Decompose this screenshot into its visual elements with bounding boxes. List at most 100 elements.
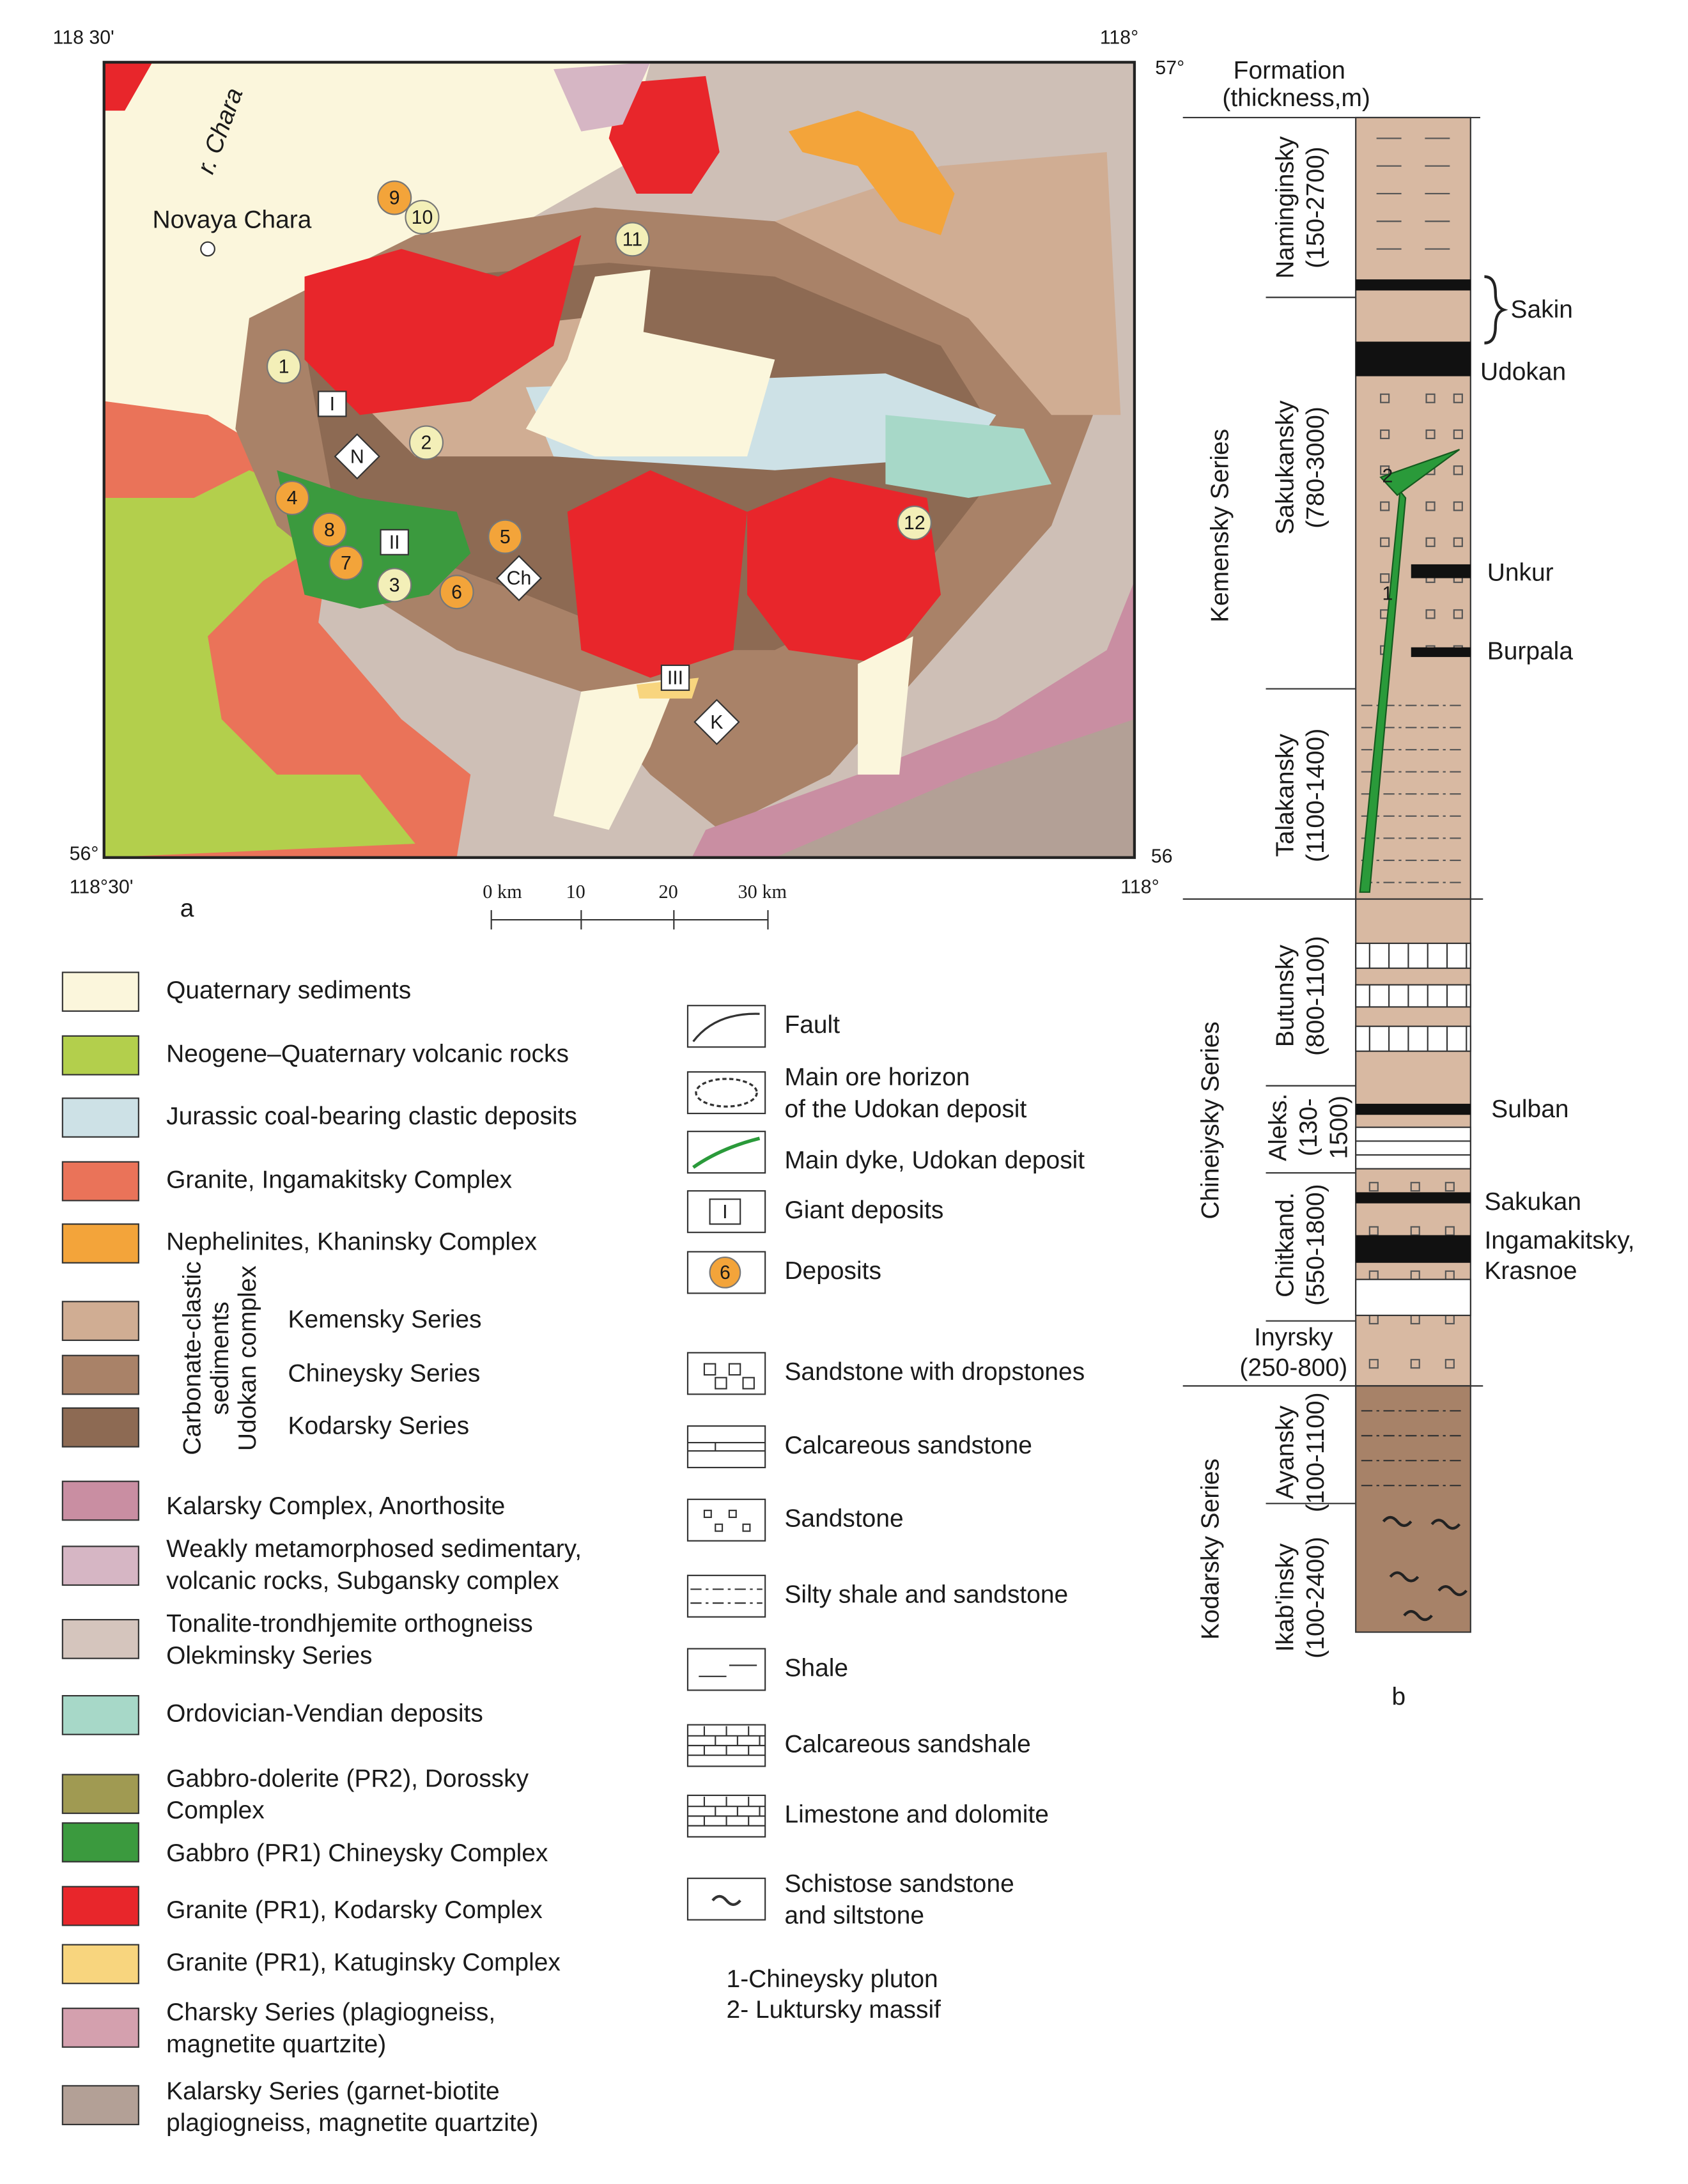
deposit-marker: [377, 180, 412, 215]
legend-swatch: [61, 1035, 139, 1076]
symbol-pattern: [728, 1363, 741, 1376]
column-header: (thickness,m): [1222, 84, 1370, 112]
column-pattern: [1355, 1278, 1471, 1317]
symbol-pattern: [715, 1377, 727, 1390]
legend-swatch: [61, 1944, 139, 1985]
series-label: Chineiysky Series: [1196, 1021, 1224, 1219]
legend-text: Gabbro (PR1) Chineysky Complex: [166, 1839, 548, 1867]
deposit-marker: [488, 519, 523, 554]
column-pattern: [1425, 501, 1436, 511]
column-pattern: [1453, 465, 1463, 476]
symbol-text: Main dyke, Udokan deposit: [784, 1147, 1085, 1174]
locality-label: K: [710, 712, 723, 733]
legend-text: plagiogneiss, magnetite quartzite): [166, 2109, 538, 2137]
horizon-label: Krasnoe: [1484, 1257, 1577, 1285]
column-pattern: [1453, 501, 1463, 511]
column-pattern: [1355, 942, 1471, 969]
symbol-text: Sandstone with dropstones: [784, 1358, 1085, 1386]
symbol-text: Limestone and dolomite: [784, 1801, 1048, 1829]
legend-text: Ordovician-Vendian deposits: [166, 1700, 483, 1728]
legend-text: Charsky Series (plagiogneiss,: [166, 1999, 495, 2026]
coordinate-label: 118°: [1100, 27, 1138, 49]
column-header: Formation: [1234, 57, 1345, 84]
column-pattern: [1453, 537, 1463, 547]
column-pattern: [1368, 1359, 1379, 1369]
formation-label: Naminginsky: [1271, 136, 1299, 279]
map-geology: [102, 61, 1136, 859]
map-geology-shape: [104, 62, 153, 111]
column-band: [1411, 647, 1471, 657]
map-geology-shape: [885, 415, 1052, 499]
map-geology-shape: [102, 61, 1136, 859]
formation-label: (150-2700): [1302, 146, 1329, 268]
column-pattern: [1380, 573, 1390, 584]
deposit-number: 11: [623, 229, 642, 251]
symbol-box: [686, 1425, 766, 1469]
legend-text: Quaternary sediments: [166, 977, 411, 1004]
horizon-label: Unkur: [1487, 559, 1554, 586]
column-pattern: [1444, 1182, 1455, 1192]
scale-label: 30 km: [738, 881, 787, 902]
legend-text: Granite (PR1), Katuginsky Complex: [166, 1949, 561, 1976]
symbol-text: of the Udokan deposit: [784, 1096, 1026, 1123]
map-geology-shape: [554, 678, 678, 830]
legend-text: Tonalite-trondhjemite orthogneiss: [166, 1610, 533, 1638]
column-band: [1356, 1235, 1471, 1263]
legend-text: Kalarsky Series (garnet-biotite: [166, 2077, 500, 2105]
dyke: [1379, 449, 1460, 497]
map-geology-shape: [788, 111, 955, 235]
legend-text: Gabbro-dolerite (PR2), Dorossky: [166, 1765, 529, 1792]
legend-text: Kalarsky Complex, Anorthosite: [166, 1492, 505, 1520]
column-pattern: [1355, 1126, 1471, 1170]
column-pattern: [1355, 984, 1471, 1008]
symbol-box: [686, 1131, 766, 1174]
symbol-pattern: [703, 1510, 712, 1519]
legend-swatch: [61, 1354, 139, 1395]
column-pattern: [1382, 1515, 1413, 1528]
note: 1-Chineysky pluton: [727, 1965, 938, 1993]
column-pattern: [1380, 537, 1390, 547]
map-geology-shape: [104, 470, 415, 858]
column-band: [1356, 1103, 1471, 1115]
deposit-number: 10: [412, 207, 433, 228]
symbol-icon: 6: [720, 1262, 731, 1283]
deposit-marker: [897, 505, 932, 541]
horizon-label: Burpala: [1487, 638, 1574, 665]
locality-marker: [495, 555, 543, 601]
column-pattern: [1389, 1571, 1420, 1583]
legend-swatch: [61, 1480, 139, 1521]
symbol-text: Calcareous sandshale: [784, 1730, 1030, 1758]
column-pattern: [1453, 609, 1463, 619]
legend-swatch: [61, 1695, 139, 1735]
giant-deposit-label: I: [330, 394, 335, 415]
deposit-marker: [439, 575, 474, 610]
map-geology-shape: [858, 636, 913, 775]
deposit-marker: [275, 480, 310, 516]
formation-label: (800-1100): [1302, 936, 1329, 1056]
symbol-box: [686, 1574, 766, 1618]
column-pattern: [1410, 1182, 1420, 1192]
symbol-text: Main ore horizon: [784, 1064, 970, 1091]
deposit-number: 5: [500, 527, 511, 548]
symbol-pattern: [695, 1078, 758, 1108]
legend-group-label: Carbonate-clastic: [179, 1262, 206, 1455]
symbol-pattern: [709, 1257, 741, 1289]
column-pattern: [1425, 393, 1436, 403]
panel-label: a: [180, 895, 194, 922]
scale-label: 10: [566, 881, 585, 902]
formation-label: Ayansky: [1271, 1405, 1299, 1499]
brace: [1484, 275, 1508, 345]
legend-text: Olekminsky Series: [166, 1642, 372, 1669]
scale-label: 20: [659, 881, 678, 902]
horizon-label: Ingamakitsky,: [1484, 1227, 1634, 1255]
map-geology-shape: [608, 76, 720, 194]
deposit-number: 3: [389, 575, 400, 596]
town-marker: [200, 241, 215, 257]
symbol-text: Giant deposits: [784, 1197, 943, 1224]
deposit-number: 9: [389, 188, 400, 209]
map-geology-shape: [567, 470, 748, 678]
column-pattern: [1425, 609, 1436, 619]
deposit-number: 12: [904, 513, 925, 534]
symbol-pattern: [715, 1523, 724, 1532]
